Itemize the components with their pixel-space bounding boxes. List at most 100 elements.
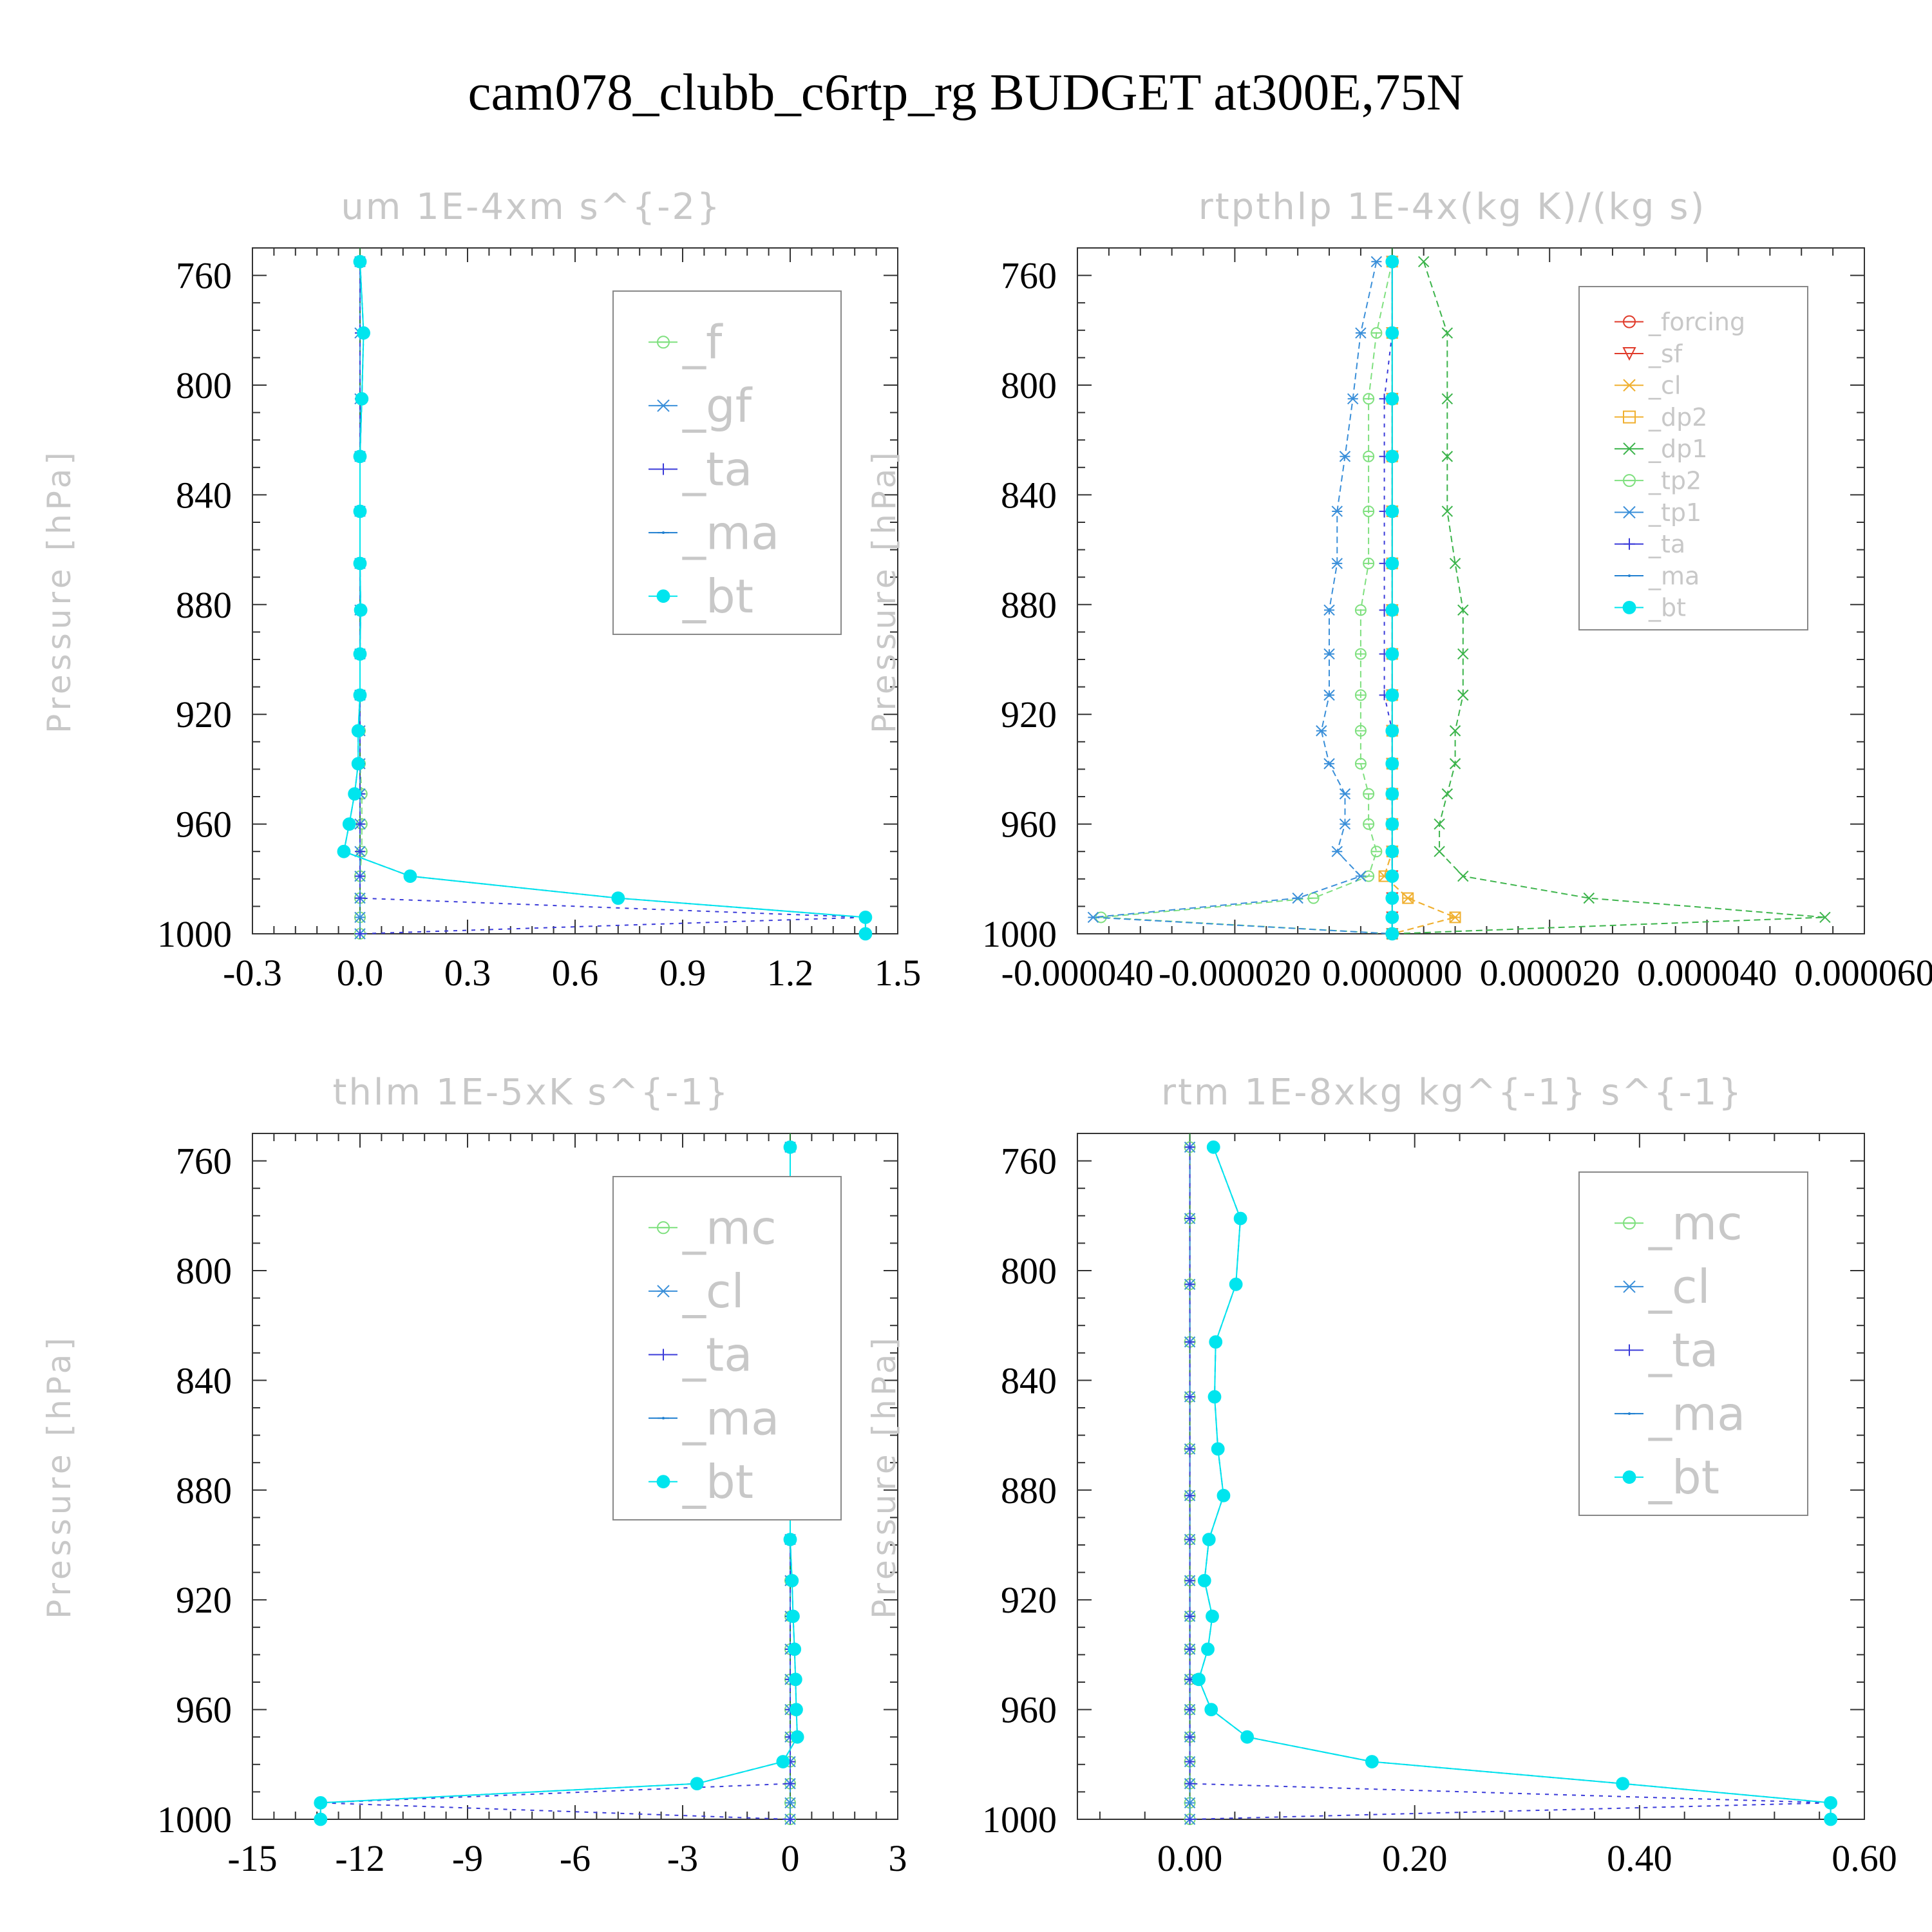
legend-label: _ta [1648,1323,1718,1378]
series-line [343,261,866,934]
point-mc [1623,1217,1636,1230]
y-tick-label: 880 [1001,1470,1057,1511]
point-bt [1385,787,1399,801]
y-tick-label: 1000 [157,1799,232,1841]
point-tp2 [1623,474,1636,488]
point-bt [656,1475,670,1489]
point-ta [1624,538,1635,550]
legend-item: _bt [649,1455,753,1509]
point-bt [342,817,356,831]
legend-label: _cl [1648,1260,1710,1314]
point-bt [1385,911,1399,924]
legend-item: _tp2 [1615,466,1701,495]
x-tick-label: 0.000040 [1637,952,1777,994]
point-bt [1208,1390,1222,1404]
point-bt [351,757,365,771]
point-bt [858,911,873,924]
y-tick-label: 840 [176,474,232,516]
point-bt [1209,1335,1223,1349]
point-gf [354,911,366,923]
legend-label: _bt [1648,594,1686,622]
legend-label: _sf [1648,339,1683,368]
series-line [1392,261,1825,934]
point-bt [1385,556,1399,571]
point-tp1 [1316,725,1327,737]
legend-label: _tp2 [1648,466,1701,495]
point-bt [1211,1442,1225,1456]
point-dp1 [1441,451,1454,462]
point-bt [1824,1796,1838,1810]
point-ta [658,1349,669,1361]
point-bt [1217,1488,1231,1502]
y-tick-label: 960 [1001,804,1057,846]
y-tick-label: 880 [1001,584,1057,626]
legend: _f _gf _ta _ma _bt [612,290,842,635]
point-bt [403,869,417,883]
point-ta [1184,1391,1195,1402]
legend-label: _cl [682,1264,744,1318]
point-bt [355,392,369,406]
point-ma [1624,1412,1635,1416]
legend-item: _cl [1615,372,1681,400]
point-ta [1184,1704,1195,1715]
point-dp2 [1449,911,1461,923]
legend-item: _cl [1615,1260,1710,1314]
point-bt [357,326,370,340]
point-bt [353,688,367,702]
series-line [1198,1146,1832,1819]
series-bt [1385,254,1399,941]
point-tp2 [1363,557,1375,569]
x-tick-label: -0.000020 [1159,952,1311,994]
point-bt [785,1573,799,1587]
series-line [1093,261,1392,934]
y-tick-label: 960 [1001,1689,1057,1731]
point-tp2 [1363,393,1375,405]
point-bt [1385,891,1399,905]
point-f [657,336,670,349]
point-dp1 [1434,818,1445,830]
point-tp2 [1370,327,1383,339]
point-ma [1624,574,1635,578]
x-tick-label: -9 [452,1837,483,1879]
point-bt [1385,647,1399,661]
point-bt [783,1140,797,1154]
series-ta [1184,1142,1836,1824]
legend-item: _ta [1615,530,1685,558]
point-dp1 [1457,604,1469,616]
x-tick-label: -15 [227,1837,277,1879]
point-tp1 [1331,846,1343,857]
point-bt [656,589,670,603]
point-ta [1184,1732,1195,1743]
point-dp1 [1583,892,1595,904]
legend-label: _gf [682,379,753,433]
legend-item: _ma [1615,562,1700,590]
point-bt [1385,757,1399,771]
y-axis-label: Pressure [hPa] [866,448,903,734]
x-tick-label: 0.3 [444,952,491,994]
series-line [359,261,866,934]
panel-1: um 1E-4xm s^{-2} Pressure [hPa] 760 800 840 8… [41,186,921,994]
legend-item: _gf [649,379,753,433]
point-tp2 [1363,505,1375,517]
point-ta [785,1814,795,1824]
panel-4: rtm 1E-8xkg kg^{-1} s^{-1} Pressure [hPa]… [866,1072,1897,1879]
point-bt [786,1609,800,1624]
point-bt [1233,1211,1247,1226]
legend-label: _ma [1648,562,1700,590]
y-tick-label: 880 [176,1470,232,1511]
legend-label: _ta [682,1328,752,1382]
point-bt [1385,927,1399,941]
point-cl [1623,1280,1636,1293]
point-dp1 [1441,393,1454,405]
point-bt [348,787,362,801]
legend-label: _dp1 [1648,435,1707,463]
point-bt [351,724,365,738]
legend-box [612,290,842,635]
point-ta [1184,1814,1195,1824]
point-bt [353,504,367,518]
x-tick-label: 0.0 [337,952,384,994]
legend-label: _forcing [1648,308,1745,336]
point-cl [784,1797,796,1809]
point-tp2 [1354,648,1367,660]
point-ta [1184,1142,1195,1153]
